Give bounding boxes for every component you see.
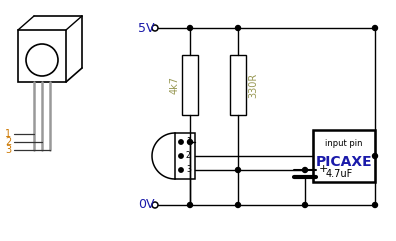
Circle shape <box>303 202 308 208</box>
Text: PICAXE: PICAXE <box>316 155 372 169</box>
Bar <box>182 55 198 115</box>
Circle shape <box>373 202 377 208</box>
Circle shape <box>373 154 377 159</box>
Text: input pin: input pin <box>325 140 363 148</box>
Circle shape <box>187 26 192 31</box>
Text: +: + <box>319 164 328 174</box>
Text: 4k7: 4k7 <box>170 76 180 94</box>
Bar <box>175 133 195 179</box>
Text: 3: 3 <box>5 145 11 155</box>
Text: 2: 2 <box>5 137 11 147</box>
Text: 4.7uF: 4.7uF <box>326 169 353 179</box>
Circle shape <box>179 154 183 158</box>
Bar <box>313 130 375 182</box>
Text: 0V: 0V <box>138 199 154 212</box>
Text: 1: 1 <box>186 138 191 147</box>
Text: 2: 2 <box>186 152 191 161</box>
Circle shape <box>179 168 183 172</box>
Circle shape <box>303 167 308 173</box>
Text: 330R: 330R <box>248 72 258 98</box>
Circle shape <box>187 140 192 145</box>
Text: 5V: 5V <box>138 21 154 34</box>
Bar <box>18 30 66 82</box>
Circle shape <box>236 167 240 173</box>
Circle shape <box>236 26 240 31</box>
Circle shape <box>236 202 240 208</box>
Text: 1: 1 <box>5 129 11 139</box>
Text: 3: 3 <box>186 166 191 174</box>
Circle shape <box>179 140 183 144</box>
Circle shape <box>373 26 377 31</box>
Circle shape <box>187 202 192 208</box>
Bar <box>230 55 246 115</box>
